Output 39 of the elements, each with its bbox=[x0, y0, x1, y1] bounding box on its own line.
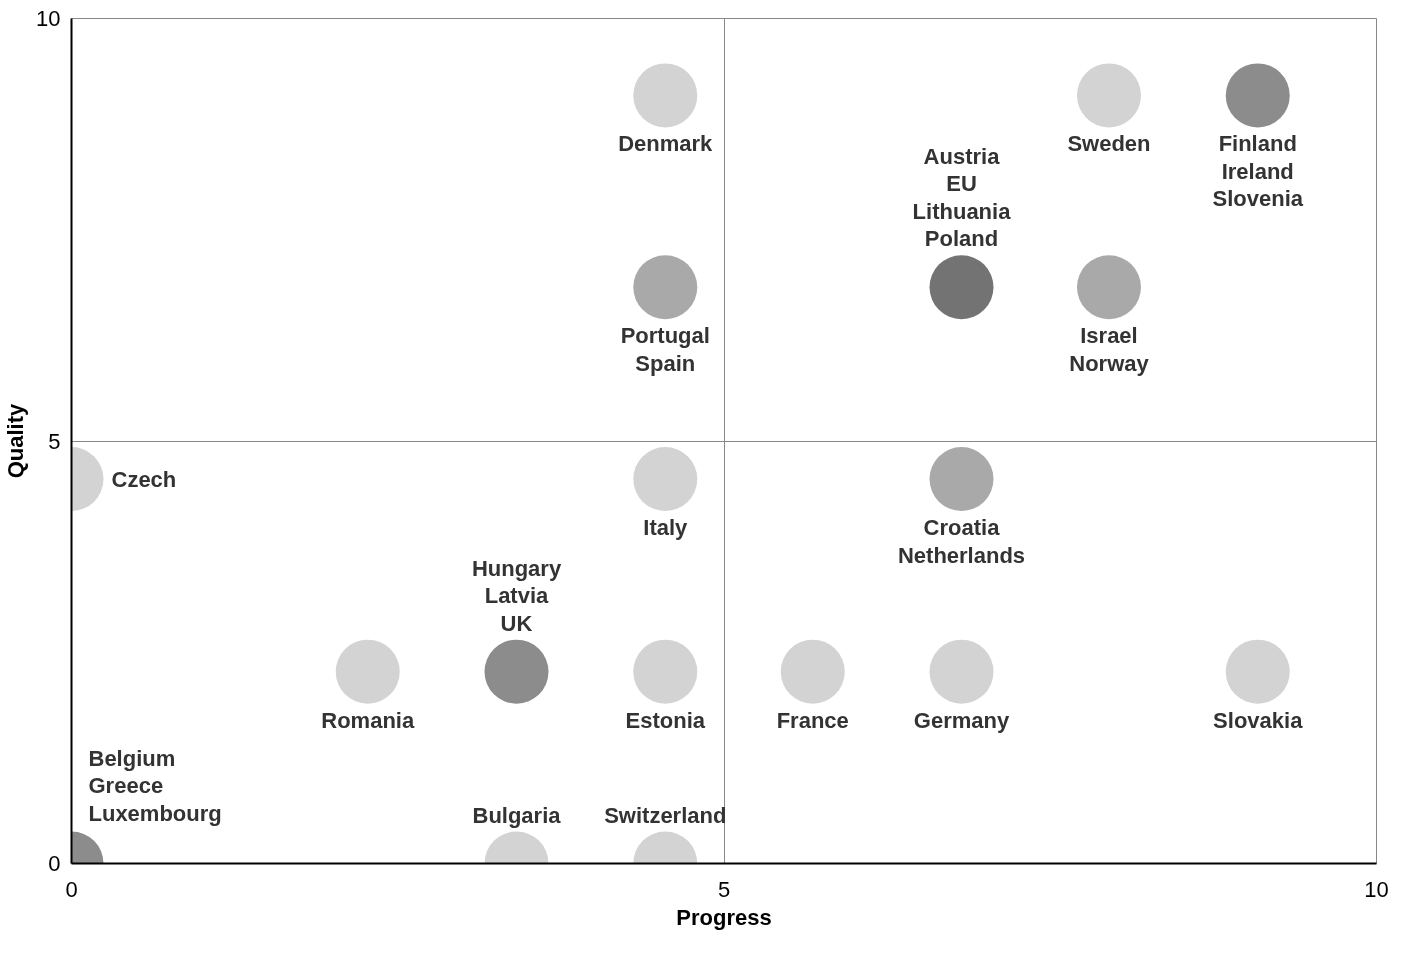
annotation: France bbox=[776, 707, 849, 733]
annotation: Belgium Greece Luxembourg bbox=[88, 745, 222, 826]
point bbox=[929, 639, 994, 704]
annotation: Denmark bbox=[618, 131, 714, 157]
point bbox=[1225, 63, 1290, 128]
annotation: Portugal Spain bbox=[620, 323, 710, 376]
annotation: Sweden bbox=[1067, 131, 1151, 157]
annotation: Bulgaria bbox=[472, 802, 562, 828]
annotation: Italy bbox=[643, 515, 689, 541]
x-tick-label: 0 bbox=[65, 876, 78, 902]
annotation: Slovakia bbox=[1213, 707, 1304, 733]
x-tick-label: 5 bbox=[717, 876, 731, 902]
point bbox=[633, 447, 698, 511]
point bbox=[633, 639, 698, 704]
y-tick-label: 5 bbox=[48, 428, 61, 454]
annotation: Estonia bbox=[625, 707, 706, 733]
point bbox=[633, 255, 698, 320]
point bbox=[1076, 255, 1141, 320]
y-tick-label: 0 bbox=[48, 851, 61, 876]
annotation: Austria EU Lithuania Poland bbox=[912, 143, 1012, 252]
point bbox=[929, 447, 994, 511]
annotation: Czech bbox=[111, 466, 177, 492]
point bbox=[335, 639, 400, 704]
point bbox=[484, 639, 549, 704]
annotation: Israel Norway bbox=[1069, 323, 1150, 376]
annotation: Germany bbox=[913, 707, 1010, 733]
annotation: Finland Ireland Slovenia bbox=[1212, 131, 1304, 212]
point bbox=[1225, 639, 1290, 704]
point bbox=[633, 63, 698, 128]
y-tick-label: 10 bbox=[36, 6, 61, 31]
x-axis-title: Progress bbox=[676, 904, 772, 930]
annotation: Romania bbox=[321, 707, 415, 733]
annotation: Croatia Netherlands bbox=[897, 515, 1026, 568]
annotation: Hungary Latvia UK bbox=[471, 555, 562, 636]
y-axis-title: Quality bbox=[3, 402, 29, 479]
x-tick-label: 10 bbox=[1364, 876, 1389, 902]
point bbox=[929, 255, 994, 320]
point bbox=[780, 639, 845, 704]
point bbox=[1076, 63, 1141, 128]
